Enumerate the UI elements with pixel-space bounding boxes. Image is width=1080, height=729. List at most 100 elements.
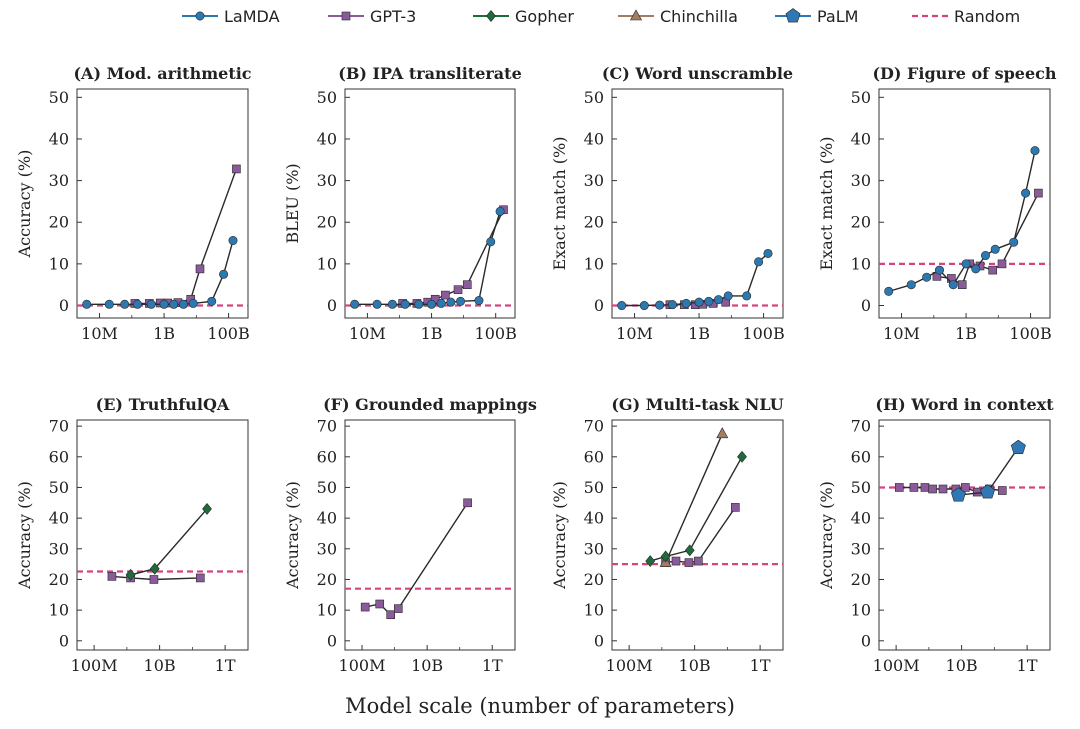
- data-point-gopher: [737, 450, 747, 463]
- panel-d-figure-of-speech: (D) Figure of speech Exact match (%) 0 10 20…: [817, 64, 1057, 343]
- panel-title: (B) IPA transliterate: [338, 64, 522, 83]
- data-point-lamda: [350, 299, 360, 309]
- data-point-gopher: [684, 544, 695, 557]
- legend-marker-circle: [195, 11, 205, 21]
- y-axis-label: Exact match (%): [550, 137, 569, 271]
- data-point-lamda: [1009, 237, 1019, 247]
- data-point-gpt-3: [920, 483, 930, 492]
- x-tick-label: 10B: [946, 656, 978, 675]
- series-chinchilla: [659, 427, 729, 567]
- data-point-lamda: [961, 259, 971, 269]
- data-point-lamda: [104, 299, 114, 309]
- legend-label-gopher: Gopher: [515, 7, 574, 26]
- x-tick-label: 1T: [482, 656, 503, 675]
- data-point-lamda: [188, 298, 198, 308]
- y-tick-label: 40: [851, 509, 871, 528]
- data-point-lamda: [178, 299, 188, 309]
- series-gpt-3: [932, 188, 1043, 289]
- panel-e-truthfulqa: (E) TruthfulQA Accuracy (%) 0 10 20 30 40 50 60 7…: [15, 395, 249, 675]
- data-point-lamda: [146, 299, 156, 309]
- data-point-lamda: [884, 286, 894, 296]
- plot-frame: [611, 419, 784, 651]
- legend-marker-pentagon: [785, 8, 801, 23]
- panel-c-word-unscramble: (C) Word unscramble Exact match (%) 0 10 20 3…: [550, 64, 793, 343]
- series-gpt-3: [130, 164, 241, 308]
- data-point-gpt-3: [694, 556, 703, 566]
- y-tick-label: 10: [49, 254, 69, 273]
- data-point-gpt-3: [671, 556, 681, 566]
- legend-label-chinchilla: Chinchilla: [660, 7, 738, 26]
- data-point-lamda: [922, 272, 932, 282]
- legend-label-palm: PaLM: [817, 7, 858, 26]
- y-tick-label: 20: [49, 213, 69, 232]
- y-tick-label: 40: [49, 509, 69, 528]
- y-tick-label: 30: [584, 171, 604, 190]
- y-tick-label: 60: [49, 447, 69, 466]
- x-tick-label: 1T: [1017, 656, 1038, 675]
- data-point-lamda: [400, 299, 410, 309]
- data-point-gpt-3: [375, 599, 385, 609]
- x-tick-label: 100B: [1009, 324, 1051, 343]
- panel-b-ipa-transliterate: (B) IPA transliterate BLEU (%) 0 10 20 30 40 50…: [283, 64, 522, 343]
- x-tick-label: 1B: [421, 324, 443, 343]
- y-tick-label: 30: [317, 171, 337, 190]
- y-tick-label: 30: [584, 539, 604, 558]
- panel-title: (C) Word unscramble: [602, 64, 793, 83]
- panel-title: (A) Mod. arithmetic: [73, 64, 251, 83]
- y-tick-label: 30: [851, 539, 871, 558]
- data-point-gpt-3: [998, 486, 1007, 495]
- data-point-gopher: [660, 550, 671, 563]
- y-tick-label: 50: [317, 88, 337, 107]
- data-point-lamda: [681, 298, 691, 308]
- y-tick-label: 60: [851, 447, 871, 466]
- y-tick-label: 50: [851, 478, 871, 497]
- data-point-lamda: [228, 236, 238, 246]
- data-point-lamda: [980, 251, 990, 261]
- legend-label-random: Random: [954, 7, 1020, 26]
- series-line-chinchilla: [664, 433, 723, 563]
- plot-frame: [76, 88, 249, 319]
- y-axis-label: Accuracy (%): [550, 481, 569, 590]
- data-point-lamda: [219, 269, 229, 279]
- plot-frame: [344, 88, 516, 319]
- data-point-lamda: [713, 295, 723, 305]
- data-point-gopher: [202, 502, 212, 515]
- y-tick-label: 40: [584, 129, 604, 148]
- data-point-lamda: [934, 265, 944, 275]
- data-point-lamda: [436, 298, 446, 308]
- data-point-palm: [1010, 439, 1026, 455]
- data-point-gpt-3: [997, 259, 1007, 269]
- panel-a-mod-arithmetic: (A) Mod. arithmetic Accuracy (%) 0 10 20 30 40…: [15, 64, 252, 343]
- y-tick-label: 70: [851, 417, 871, 436]
- x-tick-label: 100M: [339, 656, 386, 675]
- data-point-lamda: [495, 206, 505, 216]
- data-point-gpt-3: [988, 265, 998, 275]
- x-tick-label: 1B: [955, 324, 977, 343]
- data-point-gpt-3: [684, 558, 694, 567]
- series-line-lamda: [354, 211, 501, 305]
- y-tick-label: 60: [317, 447, 337, 466]
- x-tick-label: 10B: [144, 656, 176, 675]
- x-tick-label: 1T: [750, 656, 771, 675]
- y-tick-label: 20: [317, 213, 337, 232]
- panel-title: (D) Figure of speech: [872, 64, 1056, 83]
- data-point-lamda: [639, 301, 649, 311]
- series-palm: [950, 439, 1026, 502]
- data-point-lamda: [446, 297, 456, 307]
- series-lamda: [350, 206, 505, 309]
- data-point-lamda: [82, 299, 92, 309]
- data-point-lamda: [372, 299, 382, 309]
- y-tick-label: 20: [584, 570, 604, 589]
- data-point-gpt-3: [232, 164, 241, 174]
- data-point-gpt-3: [909, 483, 919, 492]
- data-point-lamda: [742, 291, 752, 301]
- data-point-palm: [950, 487, 966, 502]
- y-tick-label: 0: [594, 296, 604, 315]
- data-point-gpt-3: [938, 484, 948, 494]
- x-tick-label: 1B: [153, 324, 175, 343]
- series-line-gpt-3: [365, 502, 469, 616]
- data-point-gpt-3: [928, 484, 937, 494]
- data-point-lamda: [763, 248, 773, 258]
- series-gopher: [645, 450, 747, 568]
- data-point-gpt-3: [393, 604, 403, 613]
